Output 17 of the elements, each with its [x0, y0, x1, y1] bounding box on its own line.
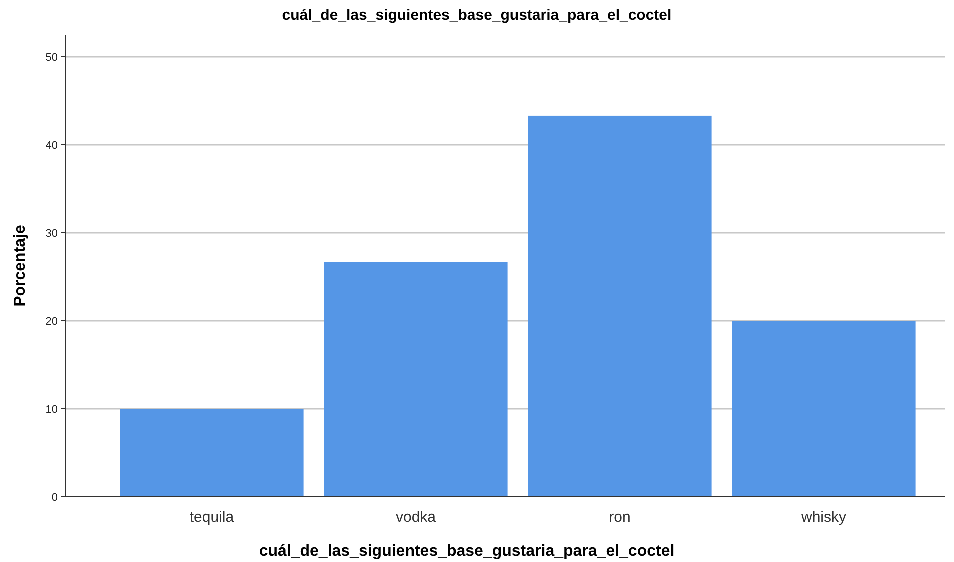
x-tick-label: tequila — [190, 509, 235, 526]
bar — [324, 262, 508, 497]
chart-title: cuál_de_las_siguientes_base_gustaria_para_el_coctel — [282, 7, 672, 24]
y-axis-title: Porcentaje — [12, 224, 29, 307]
x-tick-label: ron — [609, 509, 631, 526]
y-tick-label: 30 — [46, 228, 58, 240]
bar — [120, 409, 304, 497]
x-tick-label: whisky — [800, 509, 847, 526]
bar — [528, 116, 712, 497]
y-tick-label: 0 — [52, 492, 58, 504]
bar — [732, 321, 916, 497]
y-tick-label: 40 — [46, 140, 58, 152]
y-tick-label: 10 — [46, 404, 58, 416]
y-tick-label: 20 — [46, 316, 58, 328]
y-tick-label: 50 — [46, 52, 58, 64]
x-axis-title: cuál_de_las_siguientes_base_gustaria_para_el_coctel — [259, 543, 675, 560]
x-tick-label: vodka — [396, 509, 437, 526]
